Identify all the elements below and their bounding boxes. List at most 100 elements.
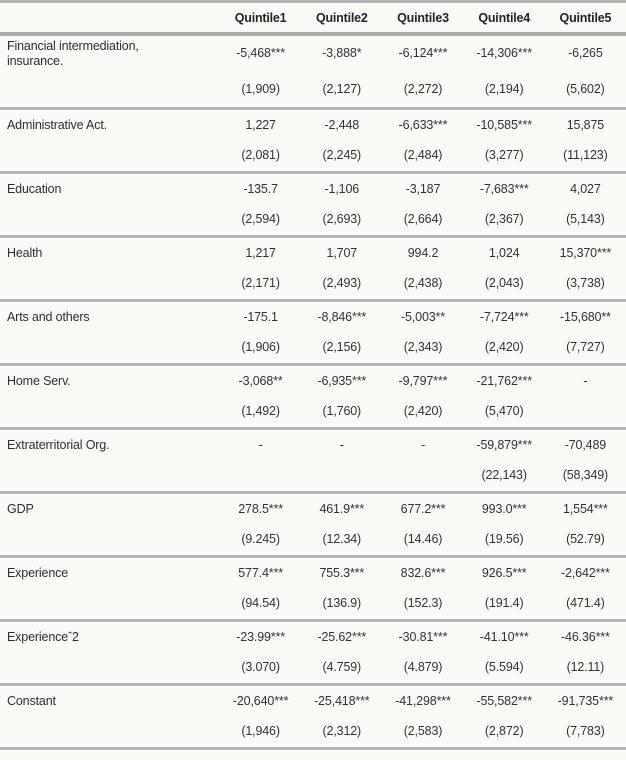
coefficient-cell: -7,724***	[479, 309, 529, 324]
stderr-cell: (3.070)	[241, 660, 280, 675]
table-row-group: Experienceˆ2 -23.99*** -25.62*** -30.81*** -…	[0, 622, 626, 686]
stderr-cell: (1,906)	[241, 340, 280, 355]
stderr-cell: (94.54)	[241, 596, 280, 611]
stderr-cell: (12.11)	[566, 660, 605, 675]
coefficient-cell: -2,642***	[561, 565, 610, 580]
stderr-cell: (2,127)	[322, 81, 362, 96]
coefficient-cell: -46.36***	[561, 629, 610, 644]
row-label: Experience	[7, 565, 69, 580]
table-row-group: Education -135.7 -1,106 -3,187 -7,683*** 4,02…	[0, 174, 626, 238]
stderr-cell: (22,143)	[481, 468, 528, 483]
coefficient-cell: -1,106	[324, 181, 360, 196]
row-label: Constant	[7, 693, 56, 708]
stderr-cell: (58,349)	[562, 468, 609, 483]
stderr-cell: (3,277)	[484, 148, 524, 163]
row-label: Education	[7, 181, 62, 196]
stderr-cell: (12.34)	[322, 532, 362, 547]
stderr-cell: (471.4)	[566, 596, 605, 611]
coefficient-cell: -	[420, 437, 425, 452]
coefficient-cell: -5,468***	[236, 46, 285, 61]
table-row-group: Health 1,217 1,707 994.2 1,024 15,370*** (2,17…	[0, 238, 626, 302]
coefficient-cell: 1,227	[245, 117, 276, 132]
stderr-cell: (2,484)	[403, 148, 443, 163]
table-row-group: Home Serv. -3,068** -6,935*** -9,797*** -21,…	[0, 366, 626, 430]
coefficient-cell: 1,217	[245, 245, 276, 260]
stderr-cell: (1,909)	[241, 81, 280, 96]
row-label: Experienceˆ2	[7, 629, 79, 644]
coefficient-cell: -3,068**	[238, 373, 283, 388]
coefficient-cell: -21,762***	[476, 373, 532, 388]
stderr-cell: (19.56)	[484, 532, 524, 547]
table-row-group: Administrative Act. 1,227 -2,448 -6,633*** -…	[0, 110, 626, 174]
coefficient-cell: 461.9***	[319, 501, 365, 516]
coefficient-cell: -25,418***	[314, 693, 370, 708]
stderr-cell: (52.79)	[566, 532, 605, 547]
stderr-cell: (2,156)	[322, 340, 362, 355]
stderr-cell: (14.46)	[403, 532, 443, 547]
coefficient-cell: -	[258, 437, 263, 452]
stderr-cell: (2,493)	[322, 276, 362, 291]
header-quintile4: Quintile4	[478, 10, 531, 25]
row-label: Health	[7, 245, 43, 260]
stderr-cell: (7,783)	[566, 724, 605, 739]
coefficient-cell: -41.10***	[479, 629, 529, 644]
stderr-cell: (3,738)	[566, 276, 605, 291]
stderr-cell: (191.4)	[484, 596, 524, 611]
stderr-cell: (2,343)	[403, 340, 443, 355]
stderr-cell: (2,245)	[322, 148, 362, 163]
table-row-group: Extraterritorial Org. - - - -59,879*** -70,48…	[0, 430, 626, 494]
stderr-cell: (2,438)	[403, 276, 443, 291]
header-quintile2: Quintile2	[315, 10, 368, 25]
coefficient-cell: -6,124***	[398, 46, 448, 61]
row-label: Arts and others	[7, 309, 90, 324]
coefficient-cell: 993.0***	[481, 501, 527, 516]
coefficient-cell: 677.2***	[400, 501, 446, 516]
stderr-cell: (2,194)	[484, 81, 524, 96]
stderr-cell: (2,664)	[403, 212, 443, 227]
coefficient-cell: -59,879***	[476, 437, 532, 452]
stderr-cell: (2,312)	[322, 724, 362, 739]
header-quintile1: Quintile1	[234, 10, 287, 25]
coefficient-cell: -14,306***	[476, 46, 532, 61]
coefficient-cell: -6,633***	[398, 117, 448, 132]
coefficient-cell: 926.5***	[481, 565, 527, 580]
coefficient-cell: -25.62***	[317, 629, 367, 644]
coefficient-cell: -91,735***	[557, 693, 614, 708]
stderr-cell: (2,693)	[322, 212, 362, 227]
table-row-group: Arts and others -175.1 -8,846*** -5,003** -7…	[0, 302, 626, 366]
coefficient-cell: -30.81***	[398, 629, 448, 644]
coefficient-cell: -15,680**	[560, 309, 611, 324]
stderr-cell: (2,171)	[241, 276, 280, 291]
coefficient-cell: -10,585***	[476, 117, 532, 132]
stderr-cell: (152.3)	[403, 596, 443, 611]
coefficient-cell: 1,707	[326, 245, 358, 260]
stderr-cell: (5,602)	[566, 81, 605, 96]
row-label: Financial intermediation, insurance.	[7, 38, 139, 68]
coefficient-cell: 1,554***	[563, 501, 608, 516]
row-label: Extraterritorial Org.	[7, 437, 110, 452]
row-label: Administrative Act.	[7, 117, 107, 132]
table-row-group: Financial intermediation, insurance. -5,4…	[0, 36, 626, 110]
coefficient-cell: -3,187	[405, 181, 441, 196]
coefficient-cell: -9,797***	[398, 373, 448, 388]
coefficient-cell: -7,683***	[479, 181, 529, 196]
stderr-cell: (1,492)	[241, 404, 280, 419]
table-row-group: Experience 577.4*** 755.3*** 832.6*** 926.5*…	[0, 558, 626, 622]
coefficient-cell: -23.99***	[236, 629, 285, 644]
stderr-cell: (2,594)	[241, 212, 280, 227]
coefficient-cell: 15,370***	[559, 245, 612, 260]
stderr-cell: (5,470)	[484, 404, 524, 419]
coefficient-cell: -6,935***	[317, 373, 367, 388]
coefficient-cell: -	[339, 437, 344, 452]
coefficient-cell: -175.1	[243, 309, 278, 324]
coefficient-cell: -2,448	[324, 117, 360, 132]
coefficient-cell: -	[583, 373, 588, 388]
stderr-cell: (2,872)	[484, 724, 524, 739]
coefficient-cell: -3,888*	[322, 46, 362, 61]
stderr-cell: (11,123)	[563, 148, 608, 163]
coefficient-cell: -55,582***	[476, 693, 532, 708]
table-body: Financial intermediation, insurance. -5,4…	[0, 36, 626, 750]
table-header-row: Quintile1 Quintile2 Quintile3 Quintile4 …	[0, 3, 626, 36]
stderr-cell: (4.759)	[322, 660, 362, 675]
